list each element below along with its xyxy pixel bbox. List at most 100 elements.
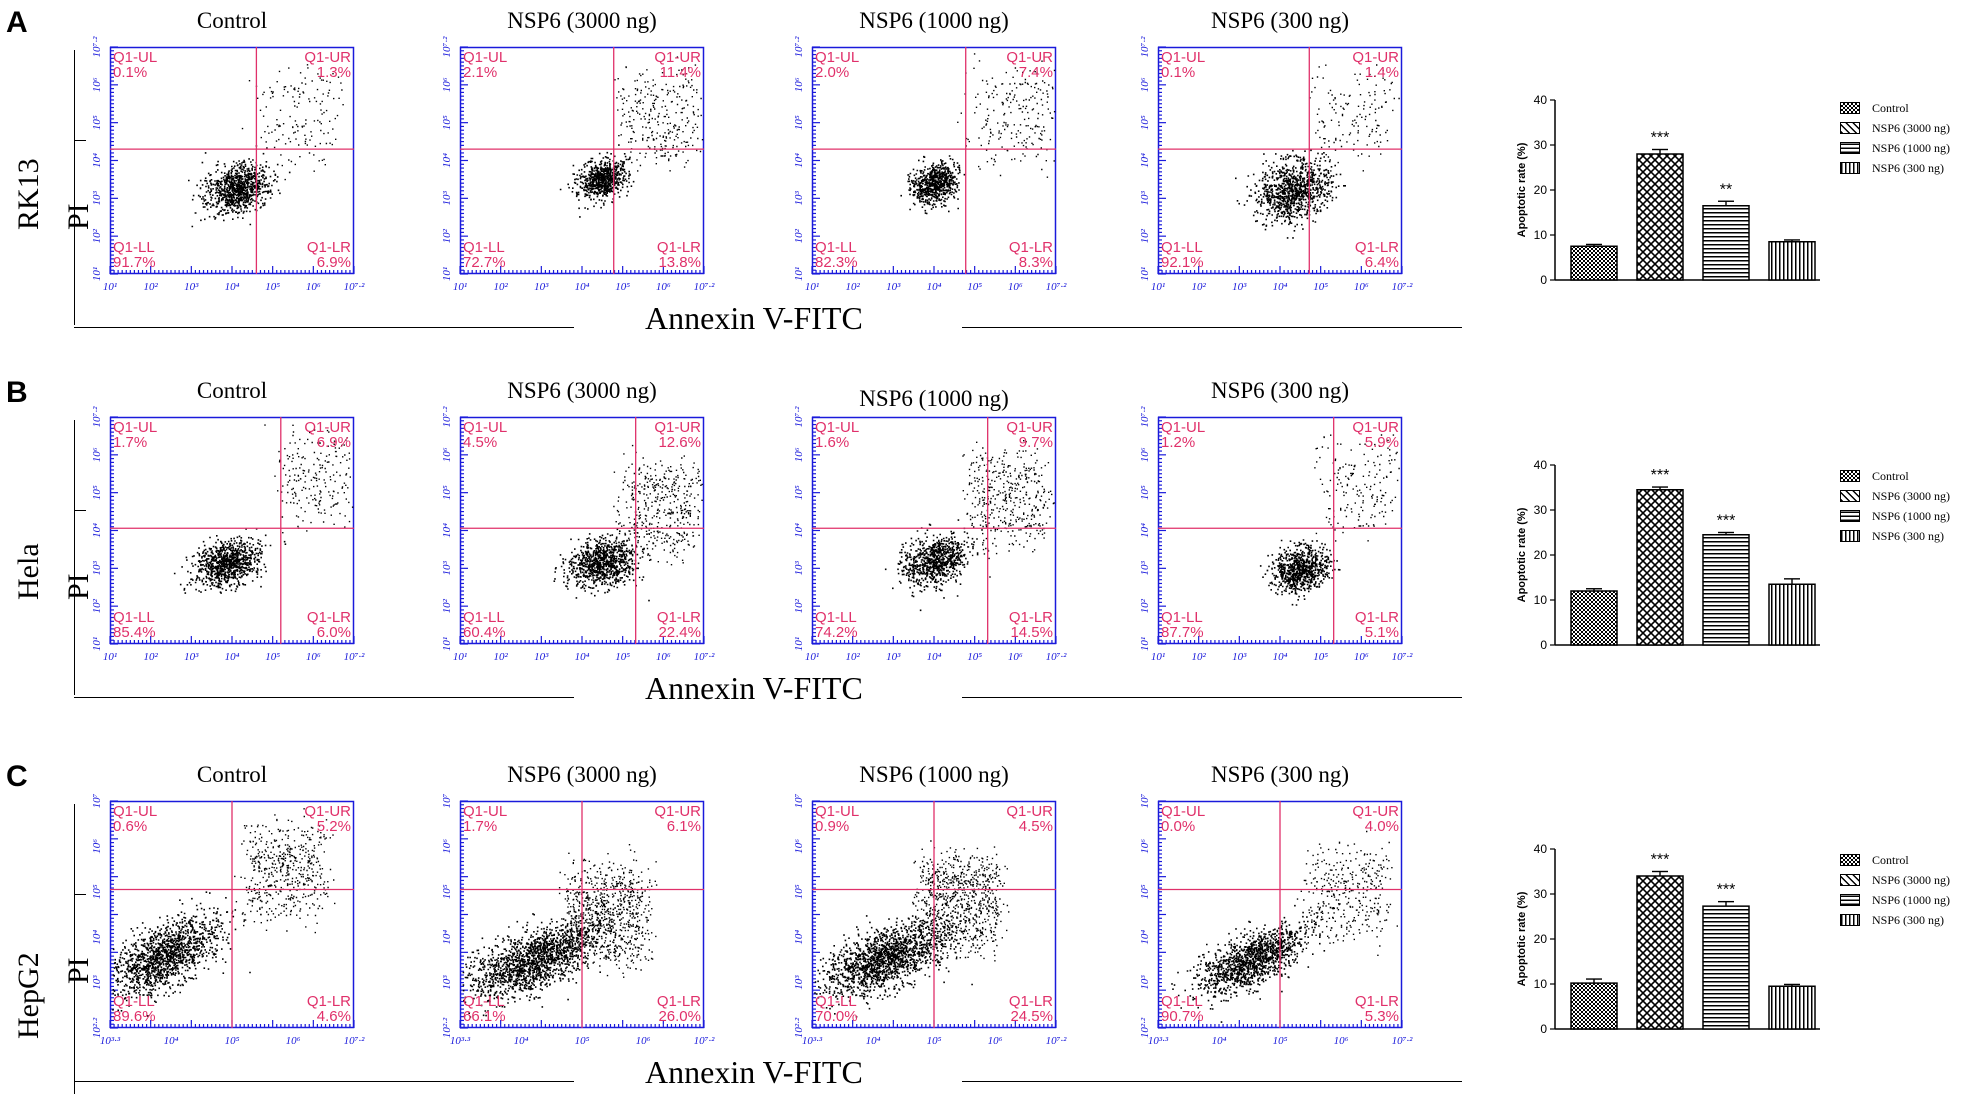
quadrant-percent: 1.3% — [316, 64, 351, 81]
bar-2 — [1702, 205, 1750, 281]
legend-item: NSP6 (300 ng) — [1840, 158, 1950, 178]
quadrant-label-ur: Q1-UR 1.4% — [1309, 50, 1399, 80]
quadrant-label-ul: Q1-UL 0.6% — [113, 804, 157, 834]
x-tick-label: 10¹ — [103, 281, 117, 293]
legend-swatch — [1840, 894, 1860, 906]
plot-title: NSP6 (300 ng) — [1210, 378, 1349, 403]
bar-y-tick-label: 10 — [1534, 977, 1548, 991]
legend-swatch — [1840, 122, 1860, 134]
event-dots — [1235, 64, 1400, 239]
legend-swatch — [1840, 102, 1860, 114]
plot-title: Control — [196, 378, 268, 403]
y-tick-label: 10⁷·² — [793, 36, 805, 58]
y-tick-label: 10² — [91, 598, 103, 613]
quadrant-label-ur: Q1-UR 6.1% — [611, 804, 701, 834]
quadrant-label-ur: Q1-UR 4.5% — [963, 804, 1053, 834]
quadrant-percent: 0.1% — [113, 64, 148, 81]
quadrant-label-ur: Q1-UR 1.3% — [261, 50, 351, 80]
quadrant-name: Q1-UR — [1352, 803, 1399, 820]
x-tick-label: 10² — [846, 651, 861, 663]
y-tick-label: 10³ — [1139, 975, 1151, 990]
x-tick-label: 10⁵ — [265, 651, 280, 663]
legend-item: NSP6 (1000 ng) — [1840, 890, 1950, 910]
y-tick-label: 10² — [1139, 228, 1151, 243]
x-tick-label: 10³ — [886, 651, 901, 663]
quadrant-percent: 14.5% — [1010, 624, 1053, 641]
legend-label: NSP6 (1000 ng) — [1872, 141, 1951, 155]
scatter-svg: 10¹ 10² 10³ 10⁴ 10⁵ 10⁶ 10⁷·² 10¹ 10² 10³ 10⁴ 10⁵ 10… — [91, 36, 365, 293]
bar-legend: Control NSP6 (3000 ng) NSP6 (1000 ng) NSP6 … — [1840, 466, 1950, 546]
quadrant-label-ll: Q1-LL 66.1% — [463, 994, 506, 1024]
quadrant-label-ll: Q1-LL 85.4% — [113, 610, 156, 640]
bar-3 — [1768, 985, 1816, 1030]
bar-1 — [1636, 875, 1684, 1030]
legend-swatch — [1840, 470, 1860, 482]
quadrant-percent: 7.4% — [1018, 64, 1053, 81]
x-tick-label: 10⁶ — [1008, 281, 1023, 293]
quadrant-percent: 2.0% — [815, 64, 850, 81]
quadrant-name: Q1-LL — [1161, 239, 1203, 256]
bar-y-tick-label: 40 — [1534, 842, 1548, 856]
bar-y-tick-label: 0 — [1540, 273, 1547, 287]
y-tick-label: 10¹ — [1139, 637, 1151, 651]
quadrant-percent: 90.7% — [1161, 1008, 1204, 1025]
x-axis-line-right — [962, 697, 1462, 698]
x-tick-label: 10³ — [534, 651, 549, 663]
quadrant-percent: 26.0% — [658, 1008, 701, 1025]
scatter-svg: 10³·³ 10⁴ 10⁵ 10⁶ 10⁷·² 10²·² 10³ 10⁴ 10⁵ 10⁶ 10⁷ — [91, 793, 365, 1047]
y-tick-label: 10⁴ — [441, 930, 453, 945]
y-tick-label: 10⁶ — [793, 839, 805, 854]
y-axis-label: PI — [62, 203, 95, 230]
legend-label: Control — [1872, 101, 1909, 115]
flow-cytometry-plot: 10¹ 10² 10³ 10⁴ 10⁵ 10⁶ 10⁷·² 10¹ 10² 10³ 10⁴ 10⁵ 10… — [1139, 36, 1413, 293]
plot-title: NSP6 (1000 ng) — [859, 386, 1009, 411]
quadrant-name: Q1-LL — [815, 609, 857, 626]
plot-title: NSP6 (300 ng) — [1210, 762, 1349, 787]
scatter-svg: 10¹ 10² 10³ 10⁴ 10⁵ 10⁶ 10⁷·² 10¹ 10² 10³ 10⁴ 10⁵ 10… — [91, 406, 365, 663]
y-tick-label: 10⁷ — [793, 793, 805, 808]
row-y-axis-tick — [74, 510, 86, 511]
quadrant-name: Q1-LR — [656, 609, 701, 626]
legend-swatch — [1840, 510, 1860, 522]
y-tick-label: 10³ — [91, 190, 103, 205]
bar-3 — [1768, 583, 1816, 646]
quadrant-label-lr: Q1-LR 5.3% — [1309, 994, 1399, 1024]
quadrant-percent: 89.6% — [113, 1008, 156, 1025]
quadrant-percent: 0.1% — [1161, 64, 1196, 81]
scatter-svg: 10¹ 10² 10³ 10⁴ 10⁵ 10⁶ 10⁷·² 10¹ 10² 10³ 10⁴ 10⁵ 10… — [1139, 36, 1413, 293]
y-tick-label: 10¹ — [793, 637, 805, 651]
x-tick-label: 10⁶ — [306, 651, 321, 663]
x-tick-label: 10⁷·² — [344, 281, 366, 293]
y-tick-label: 10²·² — [441, 1017, 453, 1038]
y-tick-label: 10⁶ — [91, 77, 103, 92]
y-tick-label: 10⁶ — [793, 77, 805, 92]
event-dots — [553, 444, 703, 602]
y-tick-label: 10⁵ — [91, 485, 103, 500]
x-tick-label: 10¹ — [805, 281, 819, 293]
legend-swatch — [1840, 914, 1860, 926]
x-tick-label: 10⁷·² — [1392, 651, 1414, 663]
y-tick-label: 10⁵ — [1139, 485, 1151, 500]
y-tick-label: 10³ — [793, 975, 805, 990]
x-tick-label: 10⁴ — [575, 651, 590, 663]
x-tick-label: 10³ — [1232, 281, 1247, 293]
quadrant-label-ul: Q1-UL 0.1% — [113, 50, 157, 80]
legend-label: NSP6 (300 ng) — [1872, 913, 1945, 927]
x-tick-label: 10³·³ — [100, 1035, 121, 1047]
quadrant-name: Q1-UR — [1352, 49, 1399, 66]
bar-y-axis-label: Apoptotic rate (%) — [1516, 142, 1528, 237]
quadrant-percent: 70.0% — [815, 1008, 858, 1025]
x-tick-label: 10¹ — [103, 651, 117, 663]
y-tick-label: 10²·² — [1139, 1017, 1151, 1038]
quadrant-name: Q1-LL — [113, 239, 155, 256]
x-tick-label: 10⁶ — [1354, 651, 1369, 663]
x-tick-label: 10⁵ — [1313, 281, 1328, 293]
quadrant-label-ul: Q1-UL 4.5% — [463, 420, 507, 450]
y-tick-label: 10³ — [91, 975, 103, 990]
plot-title: NSP6 (1000 ng) — [859, 762, 1009, 787]
quadrant-label-ll: Q1-LL 91.7% — [113, 240, 156, 270]
quadrant-name: Q1-LR — [306, 609, 351, 626]
bar-2 — [1702, 905, 1750, 1030]
legend-item: Control — [1840, 850, 1950, 870]
y-tick-label: 10³ — [441, 975, 453, 990]
